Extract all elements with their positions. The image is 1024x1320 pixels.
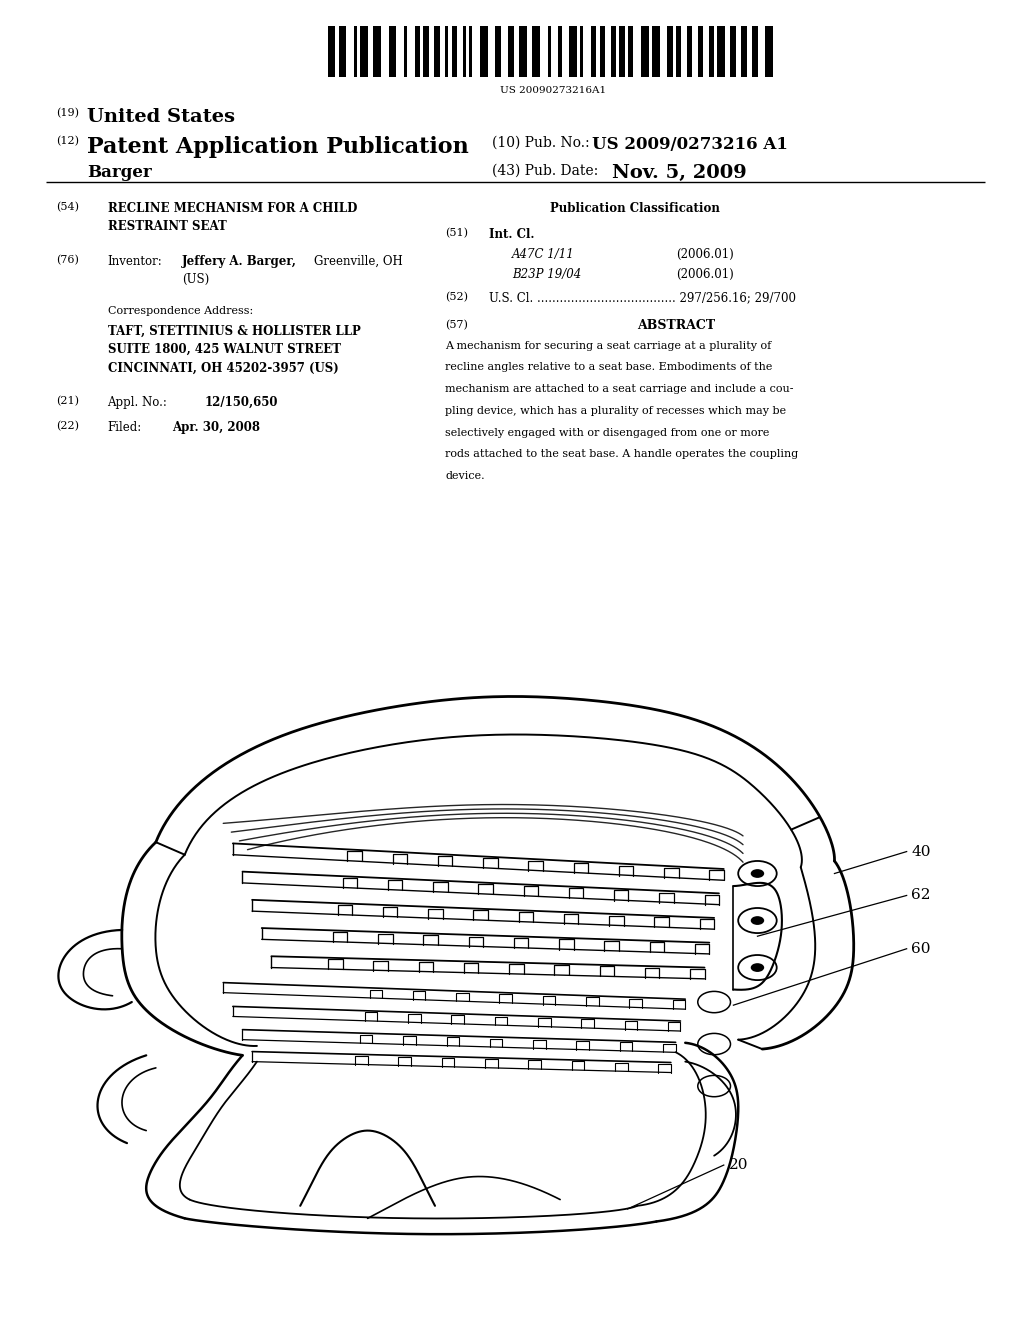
Text: CINCINNATI, OH 45202-3957 (US): CINCINNATI, OH 45202-3957 (US) <box>108 362 338 375</box>
Bar <box>641 26 649 77</box>
Text: A mechanism for securing a seat carriage at a plurality of: A mechanism for securing a seat carriage… <box>445 341 772 351</box>
Bar <box>697 26 703 77</box>
Text: Nov. 5, 2009: Nov. 5, 2009 <box>612 164 748 182</box>
Text: mechanism are attached to a seat carriage and include a cou-: mechanism are attached to a seat carriag… <box>445 384 794 395</box>
Text: (2006.01): (2006.01) <box>676 268 733 281</box>
Bar <box>741 26 746 77</box>
Text: (51): (51) <box>445 228 468 239</box>
Text: (22): (22) <box>56 421 79 432</box>
Text: selectively engaged with or disengaged from one or more: selectively engaged with or disengaged f… <box>445 428 770 438</box>
Text: Jeffery A. Barger,: Jeffery A. Barger, <box>182 255 297 268</box>
Bar <box>668 26 673 77</box>
Bar <box>620 26 625 77</box>
Text: (52): (52) <box>445 292 468 302</box>
Text: U.S. Cl. ..................................... 297/256.16; 29/700: U.S. Cl. ...............................… <box>489 292 797 305</box>
Text: (10) Pub. No.:: (10) Pub. No.: <box>492 136 589 150</box>
Text: Inventor:: Inventor: <box>108 255 162 268</box>
Bar <box>676 26 681 77</box>
Bar <box>339 26 346 77</box>
Bar <box>415 26 420 77</box>
Bar <box>374 26 381 77</box>
Bar <box>532 26 540 77</box>
Text: (57): (57) <box>445 319 468 330</box>
Text: rods attached to the seat base. A handle operates the coupling: rods attached to the seat base. A handle… <box>445 449 799 459</box>
Text: 12/150,650: 12/150,650 <box>205 396 279 409</box>
Text: RECLINE MECHANISM FOR A CHILD: RECLINE MECHANISM FOR A CHILD <box>108 202 357 215</box>
Bar <box>328 26 335 77</box>
Bar <box>628 26 634 77</box>
Text: 40: 40 <box>911 845 931 858</box>
Circle shape <box>751 964 764 972</box>
Text: (12): (12) <box>56 136 79 147</box>
Bar <box>469 26 472 77</box>
Text: 62: 62 <box>911 888 931 903</box>
Bar <box>445 26 449 77</box>
Bar <box>480 26 487 77</box>
Text: United States: United States <box>87 108 236 127</box>
Bar <box>508 26 514 77</box>
Bar <box>600 26 605 77</box>
Text: Appl. No.:: Appl. No.: <box>108 396 167 409</box>
Text: ABSTRACT: ABSTRACT <box>637 319 715 333</box>
Bar <box>548 26 551 77</box>
Bar <box>434 26 439 77</box>
Text: (54): (54) <box>56 202 79 213</box>
Text: recline angles relative to a seat base. Embodiments of the: recline angles relative to a seat base. … <box>445 362 773 372</box>
Text: 60: 60 <box>911 941 931 956</box>
Text: device.: device. <box>445 471 485 482</box>
Text: Publication Classification: Publication Classification <box>550 202 720 215</box>
Bar <box>591 26 597 77</box>
Text: Greenville, OH: Greenville, OH <box>314 255 403 268</box>
Text: (US): (US) <box>182 273 210 286</box>
Bar <box>496 26 501 77</box>
Text: 20: 20 <box>729 1158 749 1172</box>
Bar <box>354 26 357 77</box>
Text: B23P 19/04: B23P 19/04 <box>512 268 582 281</box>
Bar <box>452 26 457 77</box>
Text: (43) Pub. Date:: (43) Pub. Date: <box>492 164 598 178</box>
Bar <box>652 26 659 77</box>
Text: A47C 1/11: A47C 1/11 <box>512 248 574 261</box>
Text: (2006.01): (2006.01) <box>676 248 733 261</box>
Bar <box>752 26 758 77</box>
Bar <box>389 26 396 77</box>
Text: (19): (19) <box>56 108 79 119</box>
Text: Correspondence Address:: Correspondence Address: <box>108 306 253 317</box>
Bar <box>403 26 408 77</box>
Bar <box>709 26 714 77</box>
Text: Filed:: Filed: <box>108 421 141 434</box>
Bar <box>765 26 773 77</box>
Bar <box>730 26 736 77</box>
Bar <box>360 26 368 77</box>
Text: (21): (21) <box>56 396 79 407</box>
Text: Int. Cl.: Int. Cl. <box>489 228 535 242</box>
Bar <box>581 26 584 77</box>
Text: TAFT, STETTINIUS & HOLLISTER LLP: TAFT, STETTINIUS & HOLLISTER LLP <box>108 325 360 338</box>
Text: (76): (76) <box>56 255 79 265</box>
Text: US 20090273216A1: US 20090273216A1 <box>500 86 606 95</box>
Text: US 2009/0273216 A1: US 2009/0273216 A1 <box>592 136 787 153</box>
Bar <box>610 26 616 77</box>
Bar <box>687 26 692 77</box>
Bar <box>569 26 577 77</box>
Circle shape <box>751 869 764 878</box>
Text: pling device, which has a plurality of recesses which may be: pling device, which has a plurality of r… <box>445 407 786 416</box>
Text: Barger: Barger <box>87 164 152 181</box>
Bar <box>463 26 466 77</box>
Bar <box>558 26 562 77</box>
Text: Apr. 30, 2008: Apr. 30, 2008 <box>172 421 260 434</box>
Text: SUITE 1800, 425 WALNUT STREET: SUITE 1800, 425 WALNUT STREET <box>108 343 341 356</box>
Bar <box>424 26 429 77</box>
Text: Patent Application Publication: Patent Application Publication <box>87 136 469 158</box>
Bar <box>519 26 526 77</box>
Text: RESTRAINT SEAT: RESTRAINT SEAT <box>108 220 226 234</box>
Circle shape <box>751 916 764 925</box>
Bar <box>717 26 725 77</box>
